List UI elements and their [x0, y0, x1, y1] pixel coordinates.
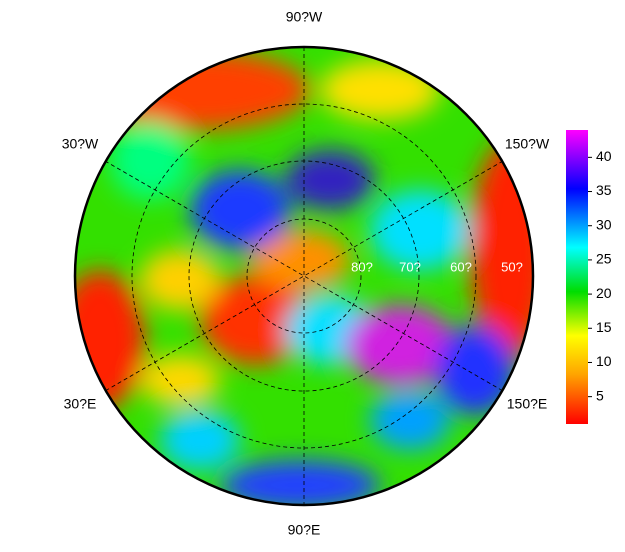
- latitude-label: 70?: [399, 259, 421, 274]
- latitude-label: 50?: [501, 259, 523, 274]
- meridian-label: 90?W: [286, 9, 323, 25]
- map-border: [73, 45, 535, 507]
- latitude-label: 60?: [450, 259, 472, 274]
- meridian-label: 30?E: [64, 396, 97, 412]
- colorbar-tick-label: 25: [596, 251, 612, 267]
- latitude-label: 80?: [351, 259, 373, 274]
- colorbar-tick-label: 5: [596, 387, 604, 403]
- colorbar-tick-label: 15: [596, 319, 612, 335]
- colorbar-tick-label: 35: [596, 182, 612, 198]
- meridian-label: 90?E: [288, 522, 321, 538]
- meridian-label: 150?W: [505, 136, 550, 152]
- colorbar: [566, 130, 588, 424]
- meridian-label: 150?E: [507, 396, 547, 412]
- field: [75, 47, 533, 505]
- colorbar-tick-label: 10: [596, 353, 612, 369]
- colorbar-tick-label: 20: [596, 285, 612, 301]
- meridian-label: 30?W: [62, 136, 99, 152]
- colorbar-tick-label: 40: [596, 148, 612, 164]
- colorbar-tick-label: 30: [596, 216, 612, 232]
- graticule: [104, 47, 504, 505]
